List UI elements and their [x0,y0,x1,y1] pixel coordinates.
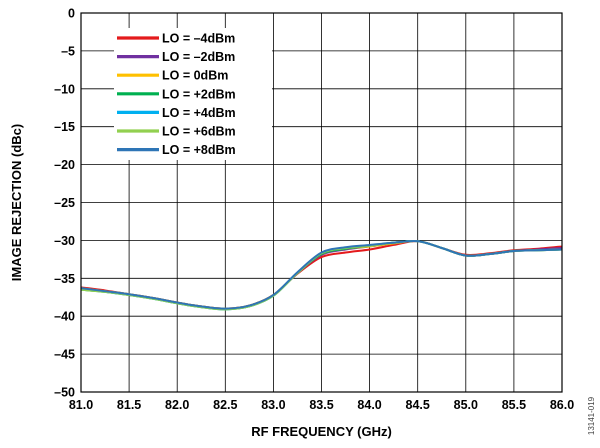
x-tick-label: 81.5 [117,398,141,412]
series-lines [80,239,563,311]
x-axis-ticks: 81.0 81.5 82.0 82.5 83.0 83.5 84.0 84.5 85.0 85.5… [69,398,574,412]
legend-label: LO = +6dBm [162,125,236,139]
x-tick-label: 84.0 [357,398,381,412]
y-tick-label: –20 [54,158,75,172]
x-tick-label: 84.5 [406,398,430,412]
y-axis-label: IMAGE REJECTION (dBc) [9,124,24,281]
legend-label: LO = +4dBm [162,106,236,120]
legend-label: LO = –2dBm [162,50,235,64]
legend-label: LO = +8dBm [162,143,236,157]
x-tick-label: 86.0 [550,398,574,412]
legend-label: LO = –4dBm [162,32,235,46]
series-line [80,239,563,310]
chart-legend: LO = –4dBm LO = –2dBm LO = 0dBm LO = +2dBm L… [114,28,272,160]
y-tick-label: –40 [54,310,75,324]
y-tick-label: –45 [54,348,75,362]
y-tick-label: –5 [61,44,75,58]
x-tick-label: 82.5 [213,398,237,412]
y-axis-ticks: 0 –5 –10 –15 –20 –25 –30 –35 –40 –45 –50 [54,7,75,400]
y-tick-label: –15 [54,120,75,134]
x-tick-label: 83.0 [261,398,285,412]
x-axis-label: RF FREQUENCY (GHz) [251,424,392,439]
y-tick-label: –10 [54,82,75,96]
x-tick-label: 81.0 [69,398,93,412]
y-tick-label: –25 [54,196,75,210]
x-tick-label: 82.0 [165,398,189,412]
plot-frame [80,12,563,393]
x-tick-label: 83.5 [309,398,333,412]
y-tick-label: –35 [54,272,75,286]
x-tick-label: 85.5 [502,398,526,412]
figure-id: 13141-019 [587,396,596,435]
x-tick-label: 85.0 [454,398,478,412]
y-tick-label: –50 [54,386,75,400]
y-tick-label: –30 [54,234,75,248]
legend-label: LO = +2dBm [162,87,236,101]
y-tick-label: 0 [68,7,75,21]
legend-label: LO = 0dBm [162,69,228,83]
